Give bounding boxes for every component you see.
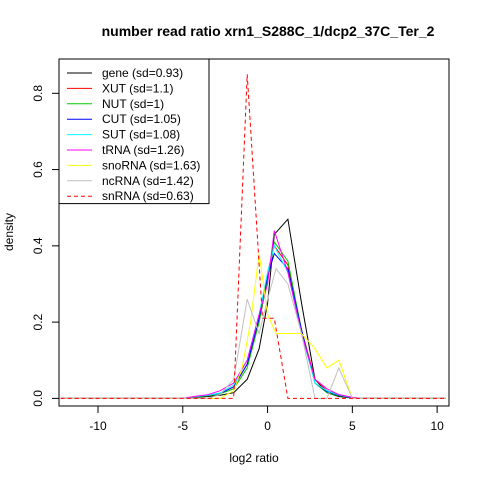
y-axis: 0.0 0.2 0.4 0.6 0.8 xyxy=(31,85,60,407)
series-line-2 xyxy=(60,240,446,399)
y-tick-label: 0.4 xyxy=(31,237,45,254)
legend-label: XUT (sd=1.1) xyxy=(102,81,173,95)
series-line-5 xyxy=(60,230,446,399)
series-line-7 xyxy=(60,267,446,399)
x-axis-title: log2 ratio xyxy=(229,451,279,465)
legend-label: ncRNA (sd=1.42) xyxy=(102,174,194,188)
x-tick-label: 5 xyxy=(349,419,356,433)
legend-label: NUT (sd=1) xyxy=(102,97,164,111)
series-line-4 xyxy=(60,244,446,399)
series-lines xyxy=(60,74,446,399)
y-tick-label: 0.2 xyxy=(31,313,45,330)
series-line-0 xyxy=(60,218,446,399)
series-line-1 xyxy=(60,244,446,399)
x-tick-label: 10 xyxy=(430,419,444,433)
series-line-6 xyxy=(60,253,446,399)
legend-label: snRNA (sd=0.63) xyxy=(102,189,194,203)
x-tick-label: 0 xyxy=(264,419,271,433)
legend-label: SUT (sd=1.08) xyxy=(102,128,180,142)
x-tick-label: -10 xyxy=(89,419,107,433)
chart-title: number read ratio xrn1_S288C_1/dcp2_37C_… xyxy=(102,23,435,39)
legend-label: gene (sd=0.93) xyxy=(102,66,183,80)
y-tick-label: 0.6 xyxy=(31,161,45,178)
legend: gene (sd=0.93)XUT (sd=1.1) NUT (sd=1)CUT … xyxy=(58,58,210,205)
x-axis: -10 -5 0 5 10 xyxy=(89,405,444,433)
y-tick-label: 0.8 xyxy=(31,85,45,102)
legend-label: snoRNA (sd=1.63) xyxy=(102,158,200,172)
legend-label: tRNA (sd=1.26) xyxy=(102,143,184,157)
series-line-8 xyxy=(60,74,446,399)
y-axis-title: density xyxy=(2,213,16,251)
legend-label: CUT (sd=1.05) xyxy=(102,112,181,126)
y-tick-label: 0.0 xyxy=(31,390,45,407)
x-tick-label: -5 xyxy=(177,419,188,433)
series-line-3 xyxy=(60,252,446,399)
legend-box xyxy=(58,58,210,205)
